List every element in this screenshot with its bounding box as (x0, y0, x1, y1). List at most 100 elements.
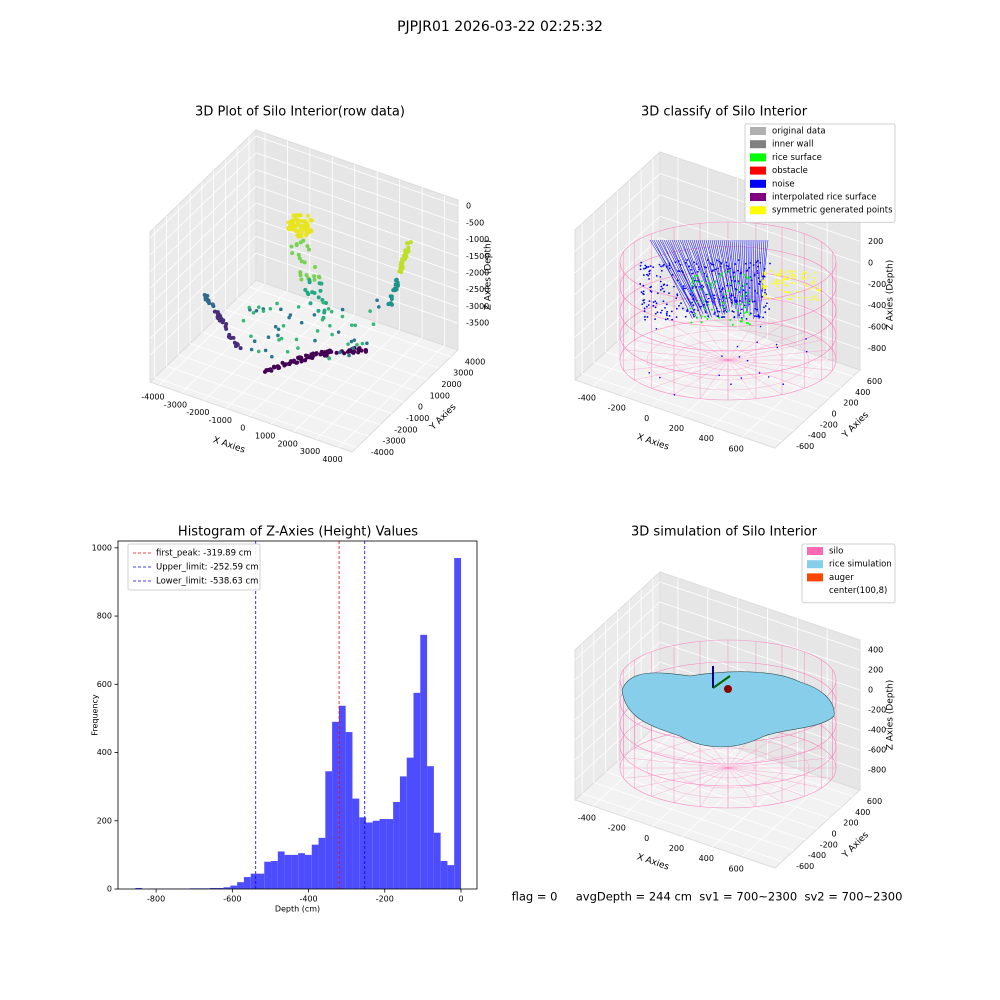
x-tick-label: -200 (608, 404, 626, 413)
decor-line (651, 239, 692, 305)
y-tick-label: 1000 (92, 543, 112, 552)
decor-point (756, 270, 759, 272)
decor-point (363, 349, 368, 354)
bar (332, 721, 339, 889)
decor-point (650, 290, 653, 293)
decor-point (698, 268, 701, 271)
decor-point (665, 265, 668, 268)
decor-point (647, 274, 650, 277)
legend-swatch (750, 140, 766, 149)
decor-point (286, 220, 291, 225)
grid-line (593, 782, 795, 852)
decor-line (653, 239, 693, 319)
decor-point (718, 310, 721, 313)
decor-point (778, 272, 781, 275)
decor-point (763, 273, 766, 276)
decor-point (738, 291, 741, 293)
legend-swatch (750, 179, 766, 188)
decor-point (691, 287, 694, 290)
decor-point (673, 393, 676, 396)
decor-point (705, 300, 708, 303)
decor-point (810, 298, 813, 301)
decor-point (656, 311, 659, 314)
decor-point (646, 316, 649, 318)
decor-point (726, 310, 729, 313)
grid-line (581, 373, 783, 442)
legend-label: center(100,8) (829, 586, 887, 596)
decor-point (774, 273, 777, 276)
decor-point (804, 271, 807, 274)
decor-point (753, 273, 756, 276)
decor-point (727, 289, 730, 292)
decor-point (786, 278, 789, 281)
decor-point (803, 270, 806, 273)
grid-line (574, 215, 661, 295)
grid-line (270, 321, 378, 425)
decor-point (736, 309, 739, 312)
decor-line (743, 239, 747, 314)
decor-point (762, 316, 765, 319)
decor-point (697, 266, 700, 269)
decor-point (690, 310, 692, 313)
decor-point (784, 271, 787, 274)
decor-line (750, 239, 753, 301)
decor-point (405, 241, 410, 246)
decor-point (763, 267, 766, 270)
decor-point (644, 318, 646, 321)
decor-point (673, 285, 675, 288)
decor-point (724, 309, 727, 312)
decor-point (745, 275, 748, 278)
z-tick-label: 0 (868, 258, 873, 267)
decor-point (642, 274, 645, 276)
decor-point (205, 293, 210, 298)
grid-line (574, 280, 661, 359)
decor-point (696, 301, 699, 304)
grid-line (315, 337, 423, 440)
decor-point (726, 284, 728, 287)
decor-point (735, 299, 738, 302)
decor-point (325, 349, 330, 354)
decor-point (353, 323, 358, 328)
decor-point (659, 376, 661, 379)
decor-point (762, 284, 765, 287)
grid-line (605, 771, 806, 841)
decor-point (642, 292, 644, 295)
decor-point (715, 307, 718, 310)
decor-point (340, 307, 345, 312)
decor-point (714, 311, 716, 314)
decor-point (691, 311, 694, 314)
bar (325, 771, 333, 889)
decor-point (316, 308, 321, 313)
bar (291, 854, 299, 889)
chart-title: 3D classify of Silo Interior (641, 105, 808, 120)
grid-line (652, 308, 854, 377)
y-tick-label: 200 (843, 399, 858, 408)
decor-point (365, 341, 369, 346)
decor-point (727, 268, 729, 270)
bar (359, 817, 367, 889)
decor-point (654, 300, 657, 303)
decor-point (730, 383, 732, 386)
grid-line (574, 258, 661, 338)
decor-point (336, 330, 341, 334)
decor-point (724, 271, 727, 274)
decor-point (205, 298, 210, 303)
grid-line (166, 365, 369, 437)
grid-line (574, 601, 661, 681)
decor-point (699, 288, 702, 291)
decor-point (356, 347, 361, 352)
decor-point (317, 275, 322, 280)
decor-point (263, 348, 268, 353)
y-tick-label: 400 (97, 748, 112, 757)
bar (264, 861, 272, 889)
decor-point (745, 311, 748, 314)
decor-point (811, 296, 814, 299)
decor-point (296, 252, 301, 257)
decor-point (294, 337, 299, 342)
decor-point (687, 265, 690, 268)
decor-point (706, 259, 709, 261)
decor-point (406, 245, 411, 250)
decor-point (664, 318, 667, 321)
decor-point (276, 327, 281, 332)
decor-point (648, 272, 651, 275)
